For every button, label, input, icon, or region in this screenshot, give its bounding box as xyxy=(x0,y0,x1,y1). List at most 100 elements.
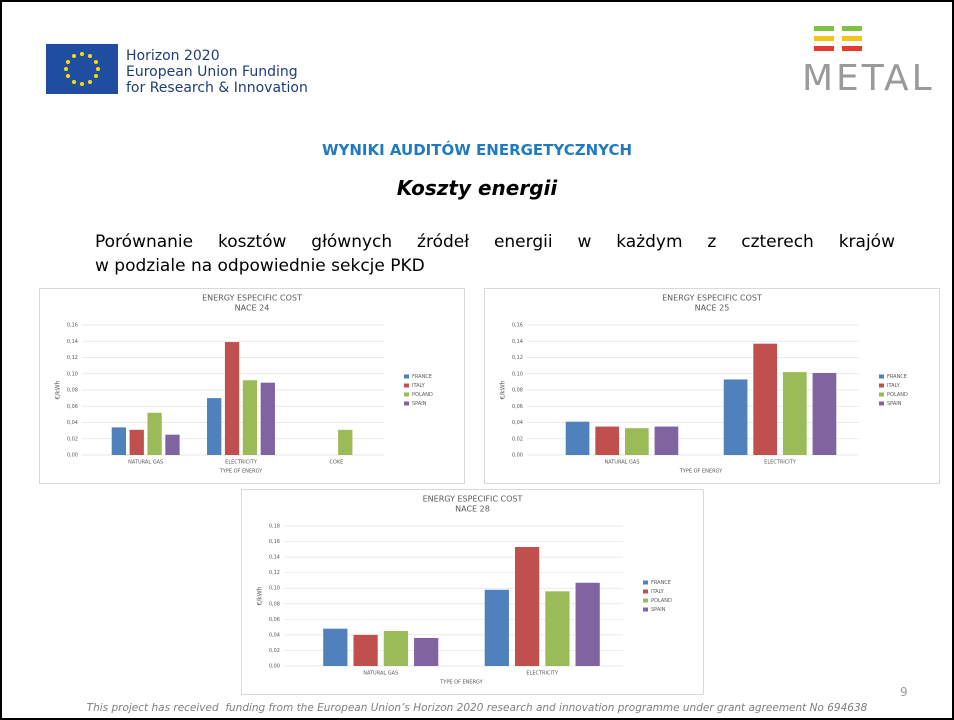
legend-label: FRANCE xyxy=(887,374,907,380)
metal-logo: METAL xyxy=(802,26,935,99)
y-tick-label: 0,02 xyxy=(269,648,280,654)
funding-line: European Union Funding xyxy=(126,64,298,80)
y-tick-label: 0,18 xyxy=(269,524,280,530)
y-tick-label: 0,04 xyxy=(269,632,280,638)
y-tick-label: 0,06 xyxy=(512,404,523,410)
y-axis-label: €/kWh xyxy=(257,586,264,605)
y-tick-label: 0,04 xyxy=(512,420,523,426)
footer: This project has received funding from t… xyxy=(86,702,868,714)
x-tick-label: NATURAL GAS xyxy=(128,460,163,466)
bar xyxy=(812,372,837,455)
page-number: 9 xyxy=(900,685,908,699)
chart-subtitle: NACE 28 xyxy=(455,505,490,514)
bar xyxy=(147,412,162,455)
paragraph-line: w podziale na odpowiednie sekcje PKD xyxy=(95,256,425,276)
chart-box: ENERGY ESPECIFIC COST NACE 25 €/kWh 0,00 0,0… xyxy=(484,288,940,484)
y-tick-label: 0,10 xyxy=(512,371,523,377)
legend-swatch xyxy=(404,374,409,379)
x-tick-label: NATURAL GAS xyxy=(363,671,398,677)
chart-subtitle: NACE 24 xyxy=(235,304,270,313)
bar xyxy=(242,380,258,455)
eu-flag xyxy=(46,44,118,94)
bar xyxy=(383,631,409,666)
y-tick-label: 0,06 xyxy=(67,404,78,410)
x-axis-label: TYPE OF ENERGY xyxy=(219,469,263,475)
legend-label: SPAIN xyxy=(887,401,902,407)
x-axis-label: TYPE OF ENERGY xyxy=(679,469,723,475)
legend-swatch xyxy=(643,607,648,612)
chart-title: ENERGY ESPECIFIC COST xyxy=(662,294,762,303)
chart-box: ENERGY ESPECIFIC COST NACE 24 €/kWh 0,00 0,0… xyxy=(39,288,465,484)
y-tick-label: 0,08 xyxy=(269,601,280,607)
y-tick-label: 0,02 xyxy=(67,436,78,442)
legend-swatch xyxy=(879,401,884,406)
legend-label: ITALY xyxy=(412,383,426,389)
y-axis-label: €/kWh xyxy=(500,380,507,399)
bar xyxy=(414,638,439,666)
bar xyxy=(165,434,180,455)
x-tick-label: COKE xyxy=(329,460,343,466)
bar xyxy=(260,382,275,455)
legend-label: FRANCE xyxy=(651,580,671,586)
y-tick-label: 0,16 xyxy=(269,539,280,545)
bar xyxy=(484,589,509,666)
bar xyxy=(129,429,144,455)
logo-text: METAL xyxy=(802,58,935,99)
bar xyxy=(353,634,378,666)
x-tick-label: ELECTRICITY xyxy=(764,460,797,466)
x-tick-label: NATURAL GAS xyxy=(604,460,639,466)
legend-label: POLAND xyxy=(651,598,672,604)
legend-swatch xyxy=(404,401,409,406)
y-tick-label: 0,00 xyxy=(67,453,78,459)
legend-swatch xyxy=(643,589,648,594)
chart-title: ENERGY ESPECIFIC COST xyxy=(202,294,302,303)
legend-swatch xyxy=(404,392,409,397)
y-tick-label: 0,14 xyxy=(67,339,78,345)
y-tick-label: 0,08 xyxy=(67,388,78,394)
legend-label: POLAND xyxy=(412,392,433,398)
funding-line: for Research & Innovation xyxy=(126,80,308,96)
bar xyxy=(565,421,590,455)
chart-box: ENERGY ESPECIFIC COST NACE 28 €/kWh 0,00 0,0… xyxy=(241,489,704,695)
bar xyxy=(224,342,240,455)
x-tick-label: ELECTRICITY xyxy=(526,671,559,677)
legend-swatch xyxy=(643,580,648,585)
bar xyxy=(207,398,222,455)
x-tick-label: ELECTRICITY xyxy=(225,460,258,466)
paragraph: Porównanie kosztów głównych źródeł energ… xyxy=(95,230,895,278)
y-tick-label: 0,12 xyxy=(67,355,78,361)
chart-title: ENERGY ESPECIFIC COST xyxy=(423,495,523,504)
funding-title: Horizon 2020 xyxy=(126,48,220,64)
funding-text: Horizon 2020 European Union Funding for … xyxy=(126,48,308,96)
subheading: Koszty energii xyxy=(396,176,558,200)
bar xyxy=(624,428,649,455)
bar xyxy=(753,343,778,455)
legend-label: POLAND xyxy=(887,392,908,398)
legend-swatch xyxy=(879,374,884,379)
y-tick-label: 0,08 xyxy=(512,388,523,394)
bar xyxy=(338,429,353,455)
bar xyxy=(654,426,679,455)
legend-label: FRANCE xyxy=(412,374,432,380)
bar xyxy=(782,372,807,455)
paragraph-line: Porównanie kosztów głównych źródeł energ… xyxy=(95,232,895,252)
y-tick-label: 0,10 xyxy=(67,371,78,377)
legend-swatch xyxy=(879,392,884,397)
y-tick-label: 0,06 xyxy=(269,617,280,623)
y-tick-label: 0,14 xyxy=(269,555,280,561)
legend-swatch xyxy=(879,383,884,388)
bar xyxy=(111,427,127,455)
bar xyxy=(514,547,540,666)
y-tick-label: 0,12 xyxy=(269,570,280,576)
y-tick-label: 0,00 xyxy=(512,453,523,459)
bar xyxy=(545,591,570,666)
legend-label: ITALY xyxy=(651,589,665,595)
x-axis-label: TYPE OF ENERGY xyxy=(439,680,483,686)
bar xyxy=(723,379,748,455)
legend-swatch xyxy=(643,598,648,603)
y-tick-label: 0,12 xyxy=(512,355,523,361)
